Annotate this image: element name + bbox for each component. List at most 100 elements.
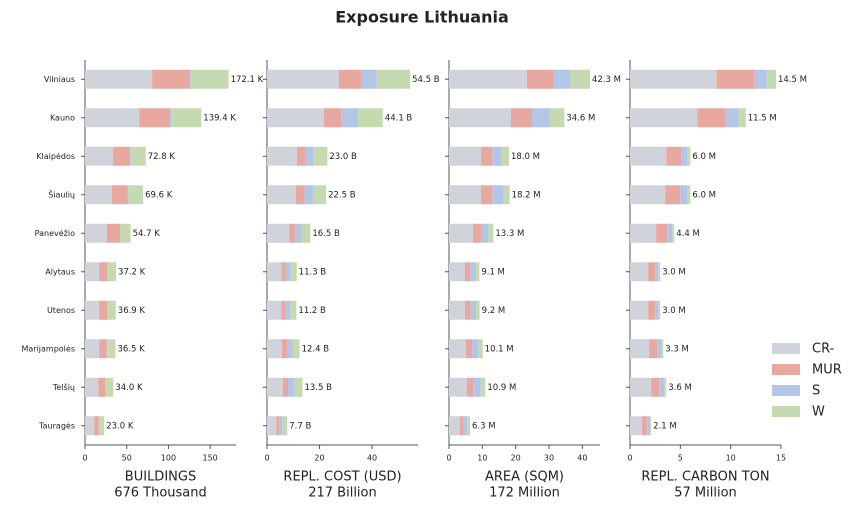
x-tick-label: 5 bbox=[678, 454, 683, 463]
bar-segment bbox=[667, 223, 673, 243]
bar-segment bbox=[672, 223, 675, 243]
bar-segment bbox=[113, 146, 131, 166]
bar-segment bbox=[470, 300, 476, 320]
bar-segment bbox=[527, 69, 554, 89]
y-tick-label: Klaipėdos bbox=[36, 152, 75, 161]
bar-segment bbox=[305, 146, 314, 166]
total-label: 23.0 B bbox=[329, 152, 357, 162]
bar-segment bbox=[648, 262, 656, 282]
bar-segment bbox=[630, 108, 698, 128]
x-tick-label: 100 bbox=[161, 454, 176, 463]
bar-segment bbox=[687, 146, 691, 166]
bar-segment bbox=[85, 146, 114, 166]
total-label: 18.2 M bbox=[512, 190, 541, 200]
total-label: 34.6 M bbox=[566, 113, 595, 123]
bar-segment bbox=[570, 69, 590, 89]
bar-segment bbox=[725, 108, 739, 128]
total-label: 139.4 K bbox=[203, 113, 236, 123]
total-label: 69.6 K bbox=[145, 190, 173, 200]
bar-segment bbox=[681, 146, 688, 166]
bar-segment bbox=[107, 339, 116, 359]
bar-segment bbox=[630, 377, 652, 397]
bar-segment bbox=[467, 377, 474, 397]
total-label: 6.0 M bbox=[692, 152, 716, 162]
bar-segment bbox=[338, 69, 362, 89]
bar-segment bbox=[481, 146, 493, 166]
bar-segment bbox=[285, 262, 291, 282]
total-label: 36.9 K bbox=[118, 306, 146, 316]
bar-segment bbox=[649, 339, 658, 359]
bar-segment bbox=[289, 223, 296, 243]
bar-segment bbox=[449, 416, 460, 436]
bar-segment bbox=[267, 223, 290, 243]
legend-label: MUR bbox=[812, 363, 842, 378]
bar-segment bbox=[358, 108, 383, 128]
total-label: 36.5 K bbox=[117, 344, 145, 354]
bar-segment bbox=[664, 377, 667, 397]
bar-segment bbox=[313, 146, 328, 166]
total-label: 72.8 K bbox=[148, 152, 176, 162]
bar-segment bbox=[120, 223, 131, 243]
x-tick-label: 50 bbox=[122, 454, 132, 463]
bar-segment bbox=[630, 185, 666, 205]
bar-segment bbox=[341, 108, 359, 128]
total-label: 9.2 M bbox=[482, 306, 506, 316]
bar-segment bbox=[294, 377, 303, 397]
bar-segment bbox=[554, 69, 570, 89]
bar-segment bbox=[478, 339, 483, 359]
total-label: 172.1 K bbox=[231, 75, 264, 85]
bar-segment bbox=[466, 339, 472, 359]
bar-segment bbox=[630, 146, 667, 166]
bar-segment bbox=[85, 262, 100, 282]
bar-segment bbox=[465, 300, 471, 320]
bar-segment bbox=[687, 185, 691, 205]
x-tick-label: 150 bbox=[202, 454, 217, 463]
bar-segment bbox=[85, 377, 99, 397]
x-axis-label: AREA (SQM) bbox=[485, 470, 564, 485]
bar-segment bbox=[630, 223, 657, 243]
bar-segment bbox=[107, 223, 121, 243]
bar-segment bbox=[503, 185, 510, 205]
bar-segment bbox=[449, 377, 467, 397]
x-axis-note: 57 Million bbox=[674, 486, 737, 501]
total-label: 10.9 M bbox=[487, 383, 516, 393]
bar-segment bbox=[99, 262, 108, 282]
bar-segment bbox=[85, 223, 108, 243]
legend-swatch bbox=[772, 343, 800, 354]
bar-segment bbox=[475, 262, 480, 282]
legend-label: CR- bbox=[812, 342, 835, 357]
bar-segment bbox=[465, 262, 471, 282]
bar-segment bbox=[98, 377, 106, 397]
bar-segment bbox=[312, 185, 327, 205]
total-label: 18.0 M bbox=[511, 152, 540, 162]
x-axis-note: 217 Billion bbox=[308, 486, 377, 501]
bar-segment bbox=[94, 416, 99, 436]
bar-segment bbox=[656, 223, 668, 243]
y-tick-label: Alytaus bbox=[45, 267, 75, 276]
bar-segment bbox=[449, 185, 481, 205]
bar-segment bbox=[361, 69, 377, 89]
x-tick-label: 20 bbox=[511, 454, 521, 463]
bar-segment bbox=[472, 339, 479, 359]
bar-segment bbox=[470, 262, 476, 282]
bar-segment bbox=[766, 69, 776, 89]
total-label: 54.7 K bbox=[133, 229, 161, 239]
legend-label: W bbox=[812, 405, 825, 420]
bar-segment bbox=[99, 416, 105, 436]
bar-segment bbox=[267, 108, 324, 128]
bar-segment bbox=[191, 69, 229, 89]
x-axis-label: REPL. COST (USD) bbox=[283, 470, 401, 485]
bar-segment bbox=[716, 69, 755, 89]
bar-segment bbox=[488, 223, 494, 243]
bar-segment bbox=[642, 416, 648, 436]
bar-segment bbox=[449, 339, 466, 359]
x-tick-label: 20 bbox=[314, 454, 324, 463]
bar-segment bbox=[449, 300, 465, 320]
bar-segment bbox=[665, 185, 681, 205]
x-axis-note: 676 Thousand bbox=[114, 486, 207, 501]
y-tick-label: Tauragės bbox=[38, 421, 75, 430]
x-axis-label: BUILDINGS bbox=[125, 470, 196, 485]
total-label: 22.5 B bbox=[328, 190, 356, 200]
bar-segment bbox=[295, 185, 305, 205]
